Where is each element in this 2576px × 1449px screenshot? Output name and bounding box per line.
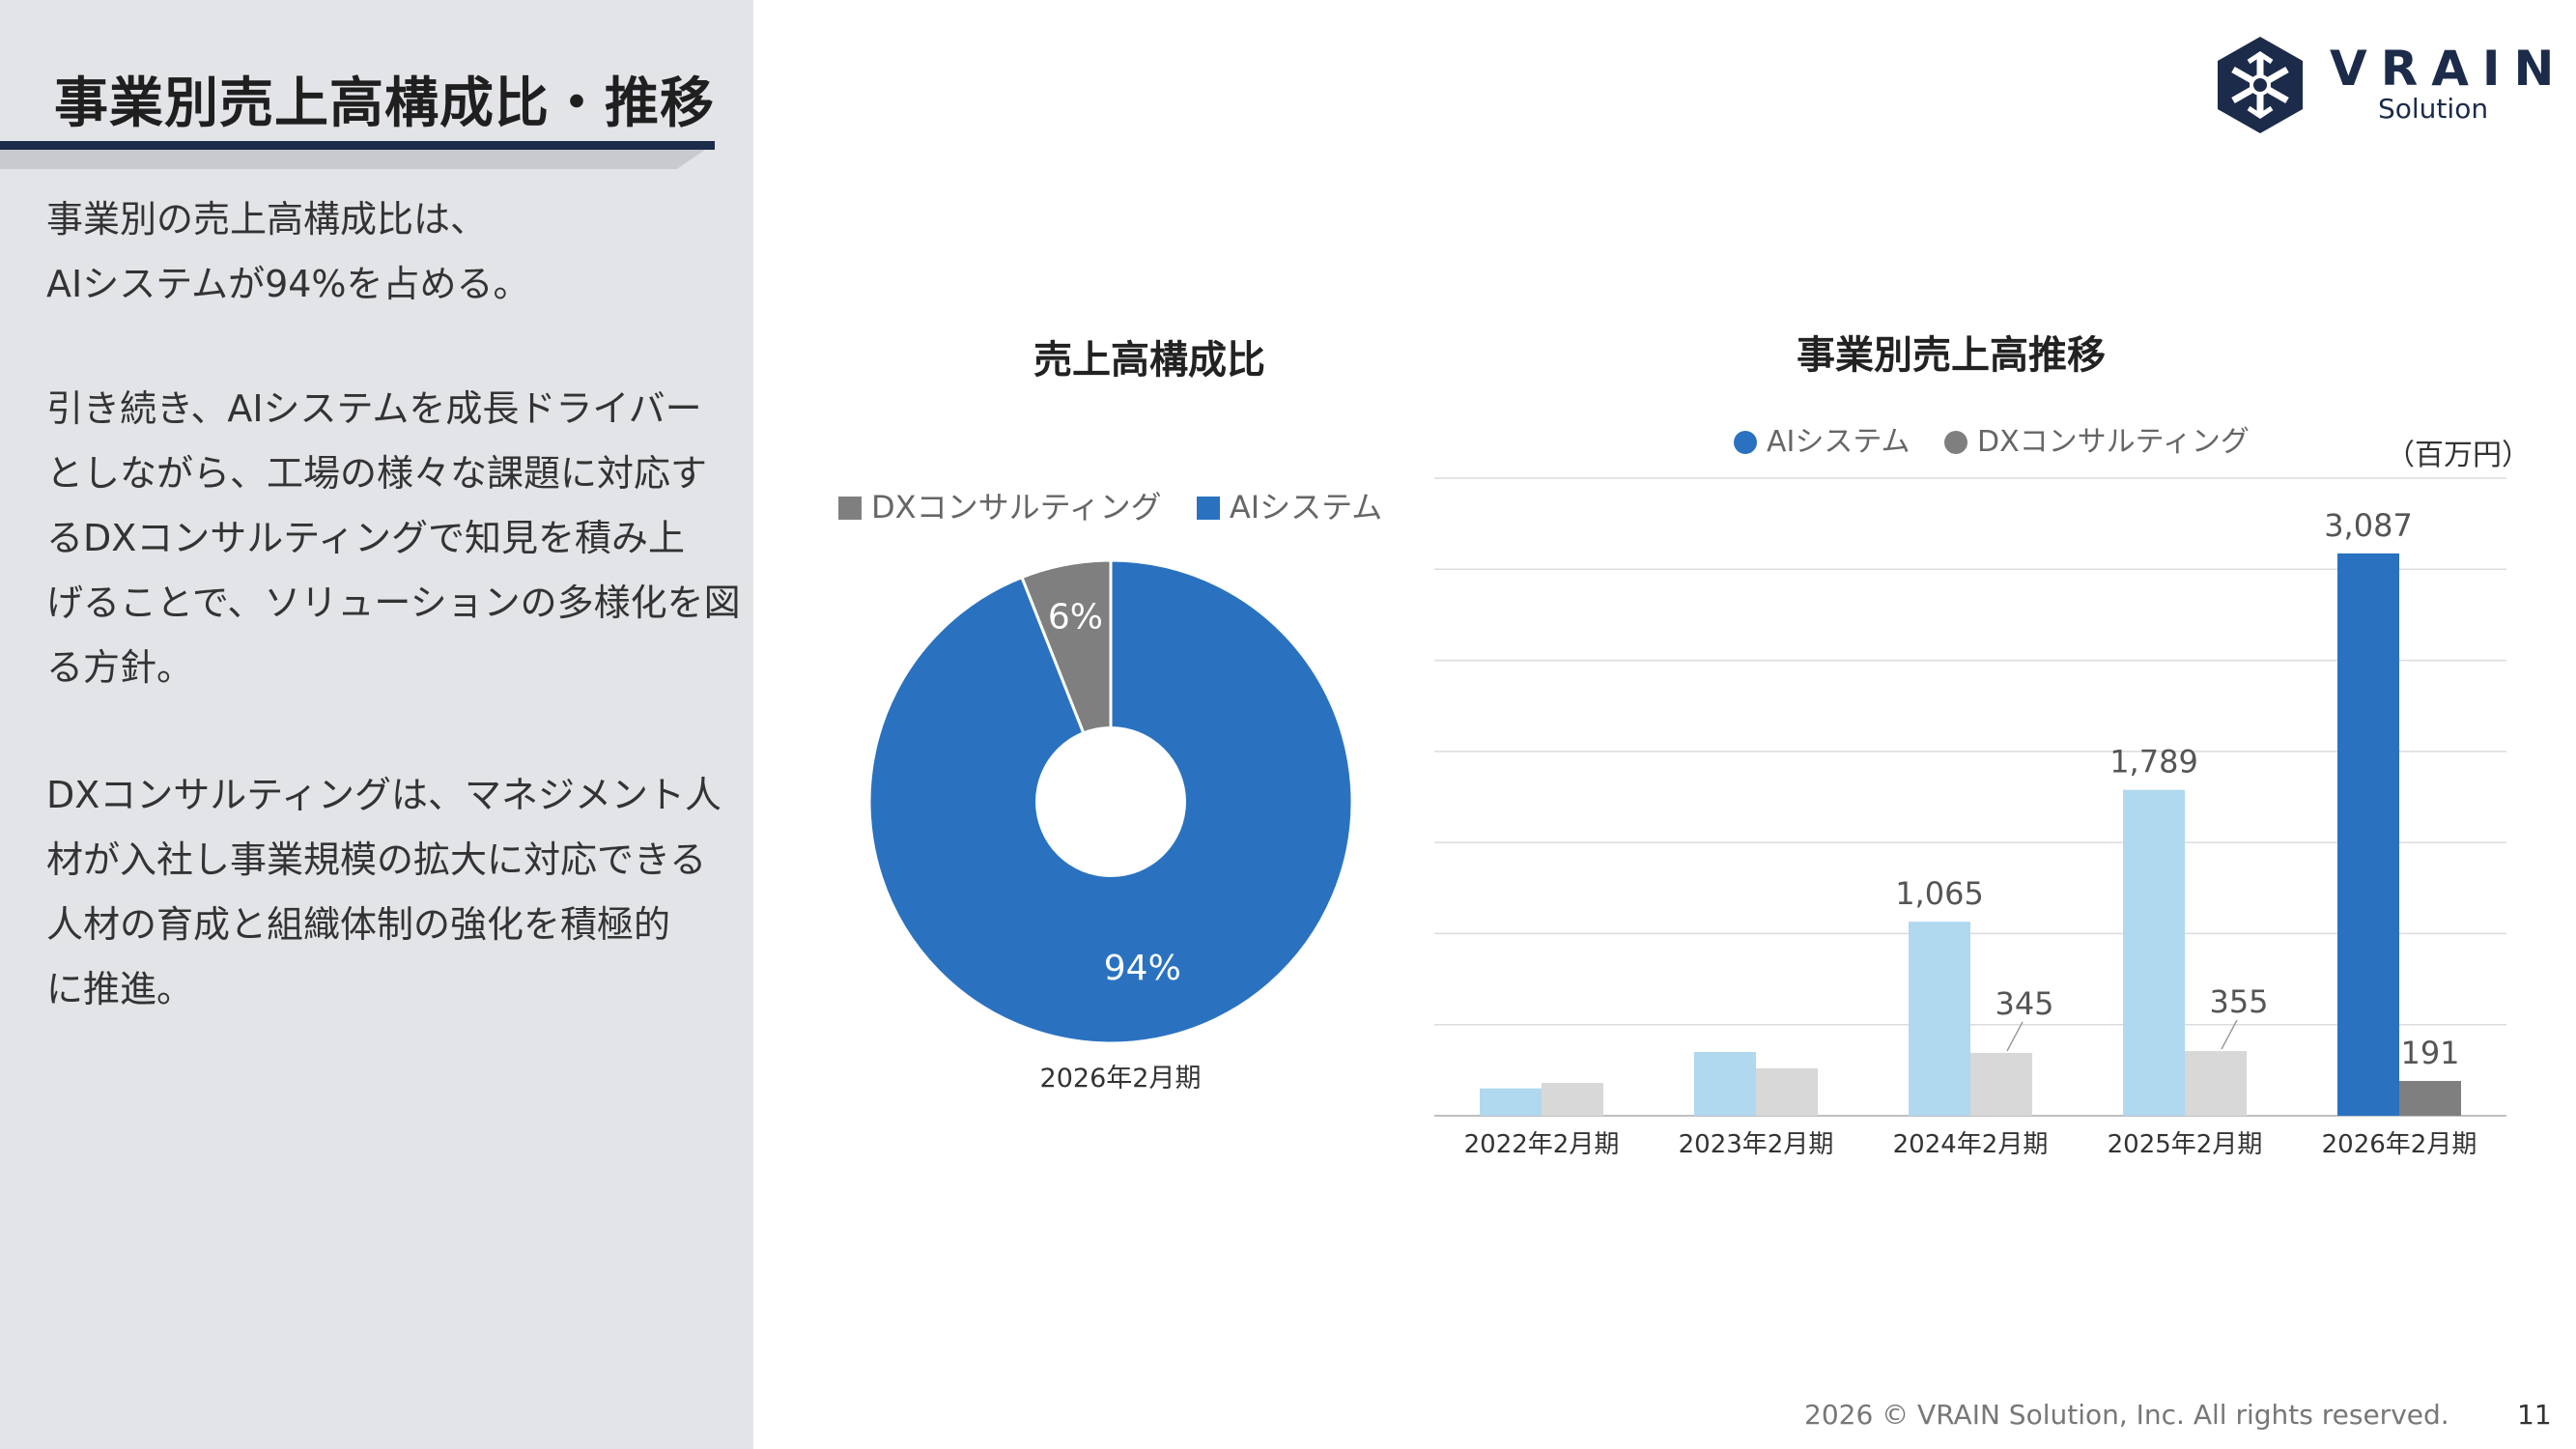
- logo-mark-icon: [2218, 37, 2303, 133]
- body-line: に推進。: [46, 968, 194, 1010]
- body-line: としながら、工場の様々な課題に対応す: [46, 452, 708, 495]
- bar-data-label: 355: [2209, 983, 2268, 1020]
- body-line: 事業別の売上高構成比は、: [46, 198, 488, 241]
- bar-dx-2: [1970, 1052, 2032, 1116]
- legend-item-ai: AIシステム: [1196, 489, 1383, 526]
- legend-label: AIシステム: [1229, 489, 1383, 526]
- body-line: るDXコンサルティングで知見を積み上: [46, 517, 686, 559]
- bar-data-label: 1,065: [1895, 875, 1984, 912]
- bar-ai-2: [1909, 922, 1970, 1116]
- bar-ai-4: [2337, 553, 2399, 1116]
- body-line: DXコンサルティングは、マネジメント人: [46, 774, 722, 816]
- legend-item-dx: DXコンサルティング: [1944, 425, 2250, 459]
- legend-dot: [1944, 431, 1968, 454]
- title-underline: [0, 141, 715, 150]
- legend-label: DXコンサルティング: [1977, 425, 2250, 459]
- body-line: 人材の育成と組織体制の強化を積極的: [46, 903, 671, 946]
- unit-label: （百万円）: [2386, 439, 2531, 472]
- x-tick-label: 2026年2月期: [2322, 1130, 2477, 1159]
- legend-item-ai: AIシステム: [1734, 425, 1910, 459]
- pie-data-label: 94%: [1104, 949, 1181, 988]
- legend-label: DXコンサルティング: [871, 489, 1162, 526]
- x-tick-label: 2023年2月期: [1679, 1130, 1834, 1159]
- bar-chart: 2022年2月期 2023年2月期 1,065 345 2024年2月期 1,789 355…: [1434, 477, 2506, 1159]
- bar-data-label: 3,087: [2324, 507, 2413, 544]
- page-title: 事業別売上高構成比・推移: [54, 72, 715, 135]
- footer-copyright: 2026 © VRAIN Solution, Inc. All rights r…: [1804, 1399, 2449, 1431]
- legend-swatch: [1196, 497, 1220, 520]
- body-paragraph-3: DXコンサルティングは、マネジメント人 材が入社し事業規模の拡大に対応できる 人…: [46, 763, 732, 1022]
- pie-chart-title: 売上高構成比: [1033, 338, 1265, 383]
- left-panel: [0, 0, 753, 1449]
- body-paragraph-1: 事業別の売上高構成比は、 AIシステムが94%を占める。: [46, 187, 732, 317]
- body-line: AIシステムが94%を占める。: [46, 263, 530, 305]
- legend-item-dx: DXコンサルティング: [838, 489, 1162, 526]
- body-line: 材が入社し事業規模の拡大に対応できる: [46, 838, 707, 881]
- bar-ai-3: [2123, 789, 2185, 1116]
- logo-sub: Solution: [2378, 93, 2489, 125]
- legend-swatch: [838, 497, 862, 520]
- pie-data-label: 6%: [1048, 597, 1103, 637]
- body-line: げることで、ソリューションの多様化を図: [46, 582, 741, 624]
- bar-dx-0: [1542, 1083, 1603, 1116]
- legend-label: AIシステム: [1767, 425, 1911, 459]
- body-line: る方針。: [46, 646, 194, 689]
- bar-dx-4: [2399, 1080, 2461, 1116]
- page-number: 11: [2517, 1399, 2552, 1431]
- bar-legend: AIシステム DXコンサルティング: [1734, 417, 2275, 460]
- x-tick-label: 2025年2月期: [2108, 1130, 2263, 1159]
- leader-line: [2006, 1021, 2024, 1052]
- pie-caption: 2026年2月期: [1039, 1064, 1202, 1094]
- bar-data-label: 345: [1995, 985, 2053, 1022]
- leader-line: [2221, 1019, 2238, 1050]
- pie-legend: DXコンサルティング AIシステム: [838, 483, 1407, 527]
- bar-ai-1: [1694, 1052, 1756, 1116]
- company-logo: VRAIN Solution: [2212, 35, 2554, 141]
- x-tick-label: 2024年2月期: [1893, 1130, 2049, 1159]
- x-tick-label: 2022年2月期: [1464, 1130, 1620, 1159]
- bar-data-label: 191: [2400, 1035, 2459, 1071]
- pie-chart: 94% 6%: [867, 558, 1354, 1045]
- body-line: 引き続き、AIシステムを成長ドライバー: [46, 387, 702, 430]
- bar-ai-0: [1480, 1088, 1542, 1116]
- body-paragraph-2: 引き続き、AIシステムを成長ドライバー としながら、工場の様々な課題に対応す る…: [46, 377, 741, 700]
- bar-dx-3: [2185, 1051, 2247, 1116]
- bar-chart-title: 事業別売上高推移: [1797, 333, 2106, 378]
- legend-dot: [1734, 431, 1757, 454]
- title-underline-shadow: [0, 150, 705, 169]
- logo-name: VRAIN: [2330, 41, 2568, 97]
- bar-dx-1: [1756, 1067, 1818, 1116]
- pie-hole: [1035, 726, 1186, 877]
- bar-data-label: 1,789: [2109, 744, 2198, 781]
